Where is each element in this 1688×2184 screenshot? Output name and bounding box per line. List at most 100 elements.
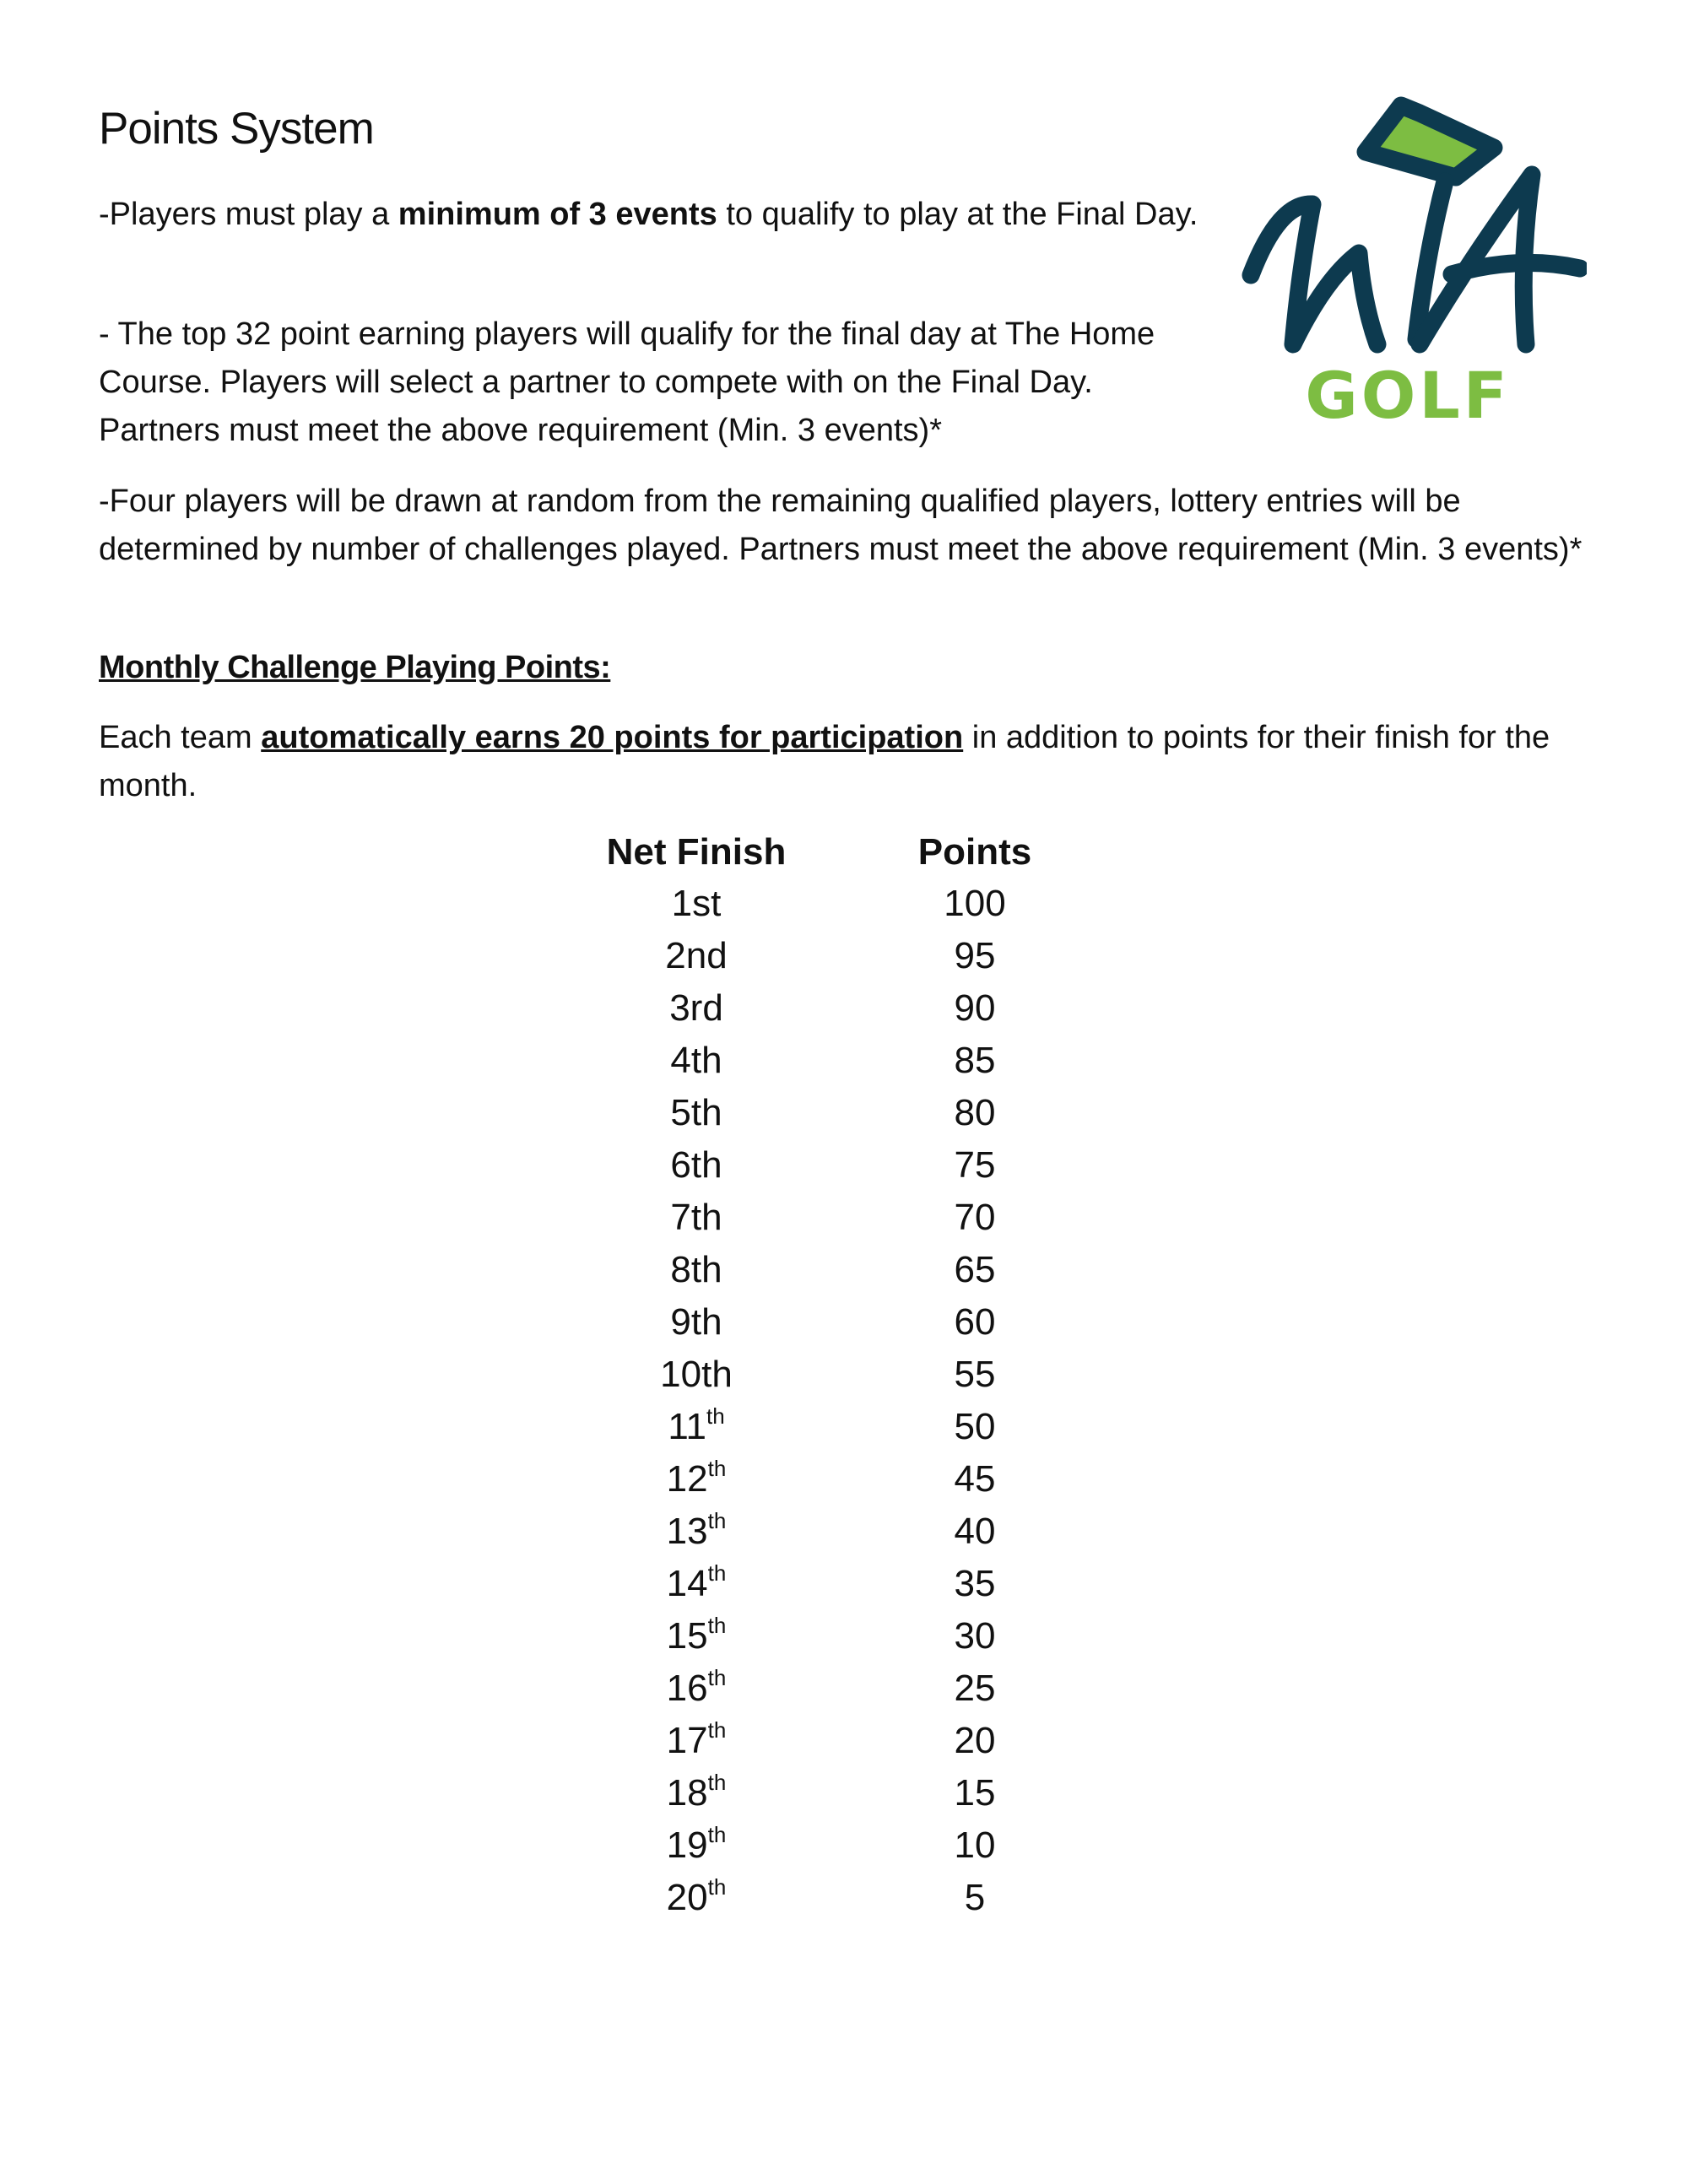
participation-note: Each team automatically earns 20 points … — [99, 714, 1610, 810]
finish-text: 1st — [671, 883, 722, 924]
net-finish-cell: 17th — [582, 1715, 810, 1767]
points-cell: 25 — [954, 1668, 996, 1709]
finish-text: 3rd — [669, 987, 723, 1029]
points-table: Net Finish Points 1st 100 2nd 95 3rd 90 4th 85 5… — [582, 827, 1139, 1924]
finish-text: 9th — [670, 1301, 722, 1343]
table-row: 17th 20 — [582, 1715, 1139, 1767]
net-finish-cell: 20th — [582, 1872, 810, 1924]
column-header-net-finish: Net Finish — [606, 831, 787, 873]
net-finish-cell: 15th — [582, 1610, 810, 1662]
points-cell: 30 — [954, 1615, 996, 1657]
rule-lottery: -Four players will be drawn at random fr… — [99, 484, 1582, 567]
finish-text: 12 — [666, 1458, 708, 1500]
finish-text: 18 — [666, 1772, 708, 1814]
logo-w — [1242, 195, 1387, 354]
finish-text: 4th — [670, 1040, 722, 1081]
net-finish-cell: 1st — [582, 878, 810, 930]
points-cell: 100 — [944, 883, 1006, 924]
finish-text: 8th — [670, 1249, 722, 1290]
text: in addition to points for their finish f… — [99, 720, 1550, 803]
table-row: 2nd 95 — [582, 930, 1139, 982]
ordinal-suffix: th — [707, 1770, 727, 1795]
text: -Players must play a — [99, 197, 398, 232]
points-cell: 65 — [954, 1249, 996, 1290]
net-finish-cell: 18th — [582, 1767, 810, 1819]
finish-text: 6th — [670, 1144, 722, 1186]
points-cell: 75 — [954, 1144, 996, 1186]
ordinal-suffix: th — [707, 1560, 727, 1586]
ordinal-suffix: th — [707, 1874, 727, 1900]
table-row: 4th 85 — [582, 1035, 1139, 1087]
points-cell: 40 — [954, 1511, 996, 1552]
logo-a — [1410, 165, 1587, 354]
net-finish-cell: 16th — [582, 1662, 810, 1715]
points-cell: 20 — [954, 1720, 996, 1761]
ordinal-suffix: th — [707, 1822, 727, 1847]
net-finish-cell: 19th — [582, 1819, 810, 1872]
net-finish-cell: 5th — [582, 1087, 810, 1139]
finish-text: 7th — [670, 1197, 722, 1238]
table-row: 15th 30 — [582, 1610, 1139, 1662]
finish-text: 5th — [670, 1092, 722, 1133]
bold-underlined-text: automatically earns 20 points for partic… — [261, 720, 964, 755]
table-row: 10th 55 — [582, 1349, 1139, 1401]
net-finish-cell: 9th — [582, 1296, 810, 1349]
net-finish-cell: 7th — [582, 1192, 810, 1244]
table-header-row: Net Finish Points — [582, 827, 1139, 878]
points-cell: 35 — [954, 1563, 996, 1604]
text: Each team — [99, 720, 262, 755]
points-cell: 95 — [954, 935, 996, 976]
table-row: 14th 35 — [582, 1558, 1139, 1610]
table-row: 19th 10 — [582, 1819, 1139, 1872]
points-cell: 10 — [954, 1825, 996, 1866]
finish-text: 17 — [666, 1720, 708, 1761]
points-cell: 80 — [954, 1092, 996, 1133]
table-row: 16th 25 — [582, 1662, 1139, 1715]
points-cell: 45 — [954, 1458, 996, 1500]
net-finish-cell: 10th — [582, 1349, 810, 1401]
points-cell: 50 — [954, 1406, 996, 1447]
ordinal-suffix: th — [707, 1456, 727, 1481]
section-heading: Monthly Challenge Playing Points: — [99, 650, 611, 685]
points-cell: 85 — [954, 1040, 996, 1081]
finish-text: 10th — [660, 1354, 733, 1395]
finish-text: 11 — [668, 1406, 706, 1447]
table-row: 8th 65 — [582, 1244, 1139, 1296]
bold-text: minimum of 3 events — [398, 197, 717, 232]
finish-text: 15 — [666, 1615, 708, 1657]
column-header-points: Points — [917, 831, 1032, 873]
logo-golf-text: GOLF — [1305, 358, 1510, 433]
finish-text: 13 — [666, 1511, 708, 1552]
table-row: 13th 40 — [582, 1506, 1139, 1558]
net-finish-cell: 14th — [582, 1558, 810, 1610]
net-finish-cell: 3rd — [582, 982, 810, 1035]
net-finish-cell: 12th — [582, 1453, 810, 1506]
finish-text: 20 — [666, 1877, 708, 1918]
table-row: 7th 70 — [582, 1192, 1139, 1244]
net-finish-cell: 4th — [582, 1035, 810, 1087]
wa-golf-logo: GOLF — [1242, 96, 1587, 433]
finish-text: 16 — [666, 1668, 708, 1709]
points-cell: 55 — [954, 1354, 996, 1395]
net-finish-cell: 13th — [582, 1506, 810, 1558]
ordinal-suffix: th — [707, 1613, 727, 1638]
points-cell: 60 — [954, 1301, 996, 1343]
net-finish-cell: 2nd — [582, 930, 810, 982]
text: to qualify to play at the Final Day. — [717, 197, 1198, 232]
table-row: 1st 100 — [582, 878, 1139, 930]
table-row: 20th 5 — [582, 1872, 1139, 1924]
rule-minimum-events: -Players must play a minimum of 3 events… — [99, 191, 1221, 239]
rule-top-32: - The top 32 point earning players will … — [99, 316, 1155, 448]
points-cell: 15 — [954, 1772, 996, 1814]
table-row: 12th 45 — [582, 1453, 1139, 1506]
finish-text: 19 — [666, 1825, 708, 1866]
table-row: 6th 75 — [582, 1139, 1139, 1192]
ordinal-suffix: th — [706, 1403, 725, 1429]
table-row: 5th 80 — [582, 1087, 1139, 1139]
flag-icon — [1356, 96, 1503, 187]
ordinal-suffix: th — [707, 1508, 727, 1533]
points-cell: 5 — [964, 1877, 986, 1918]
ordinal-suffix: th — [707, 1665, 727, 1690]
finish-text: 14 — [666, 1563, 708, 1604]
table-row: 11th 50 — [582, 1401, 1139, 1453]
